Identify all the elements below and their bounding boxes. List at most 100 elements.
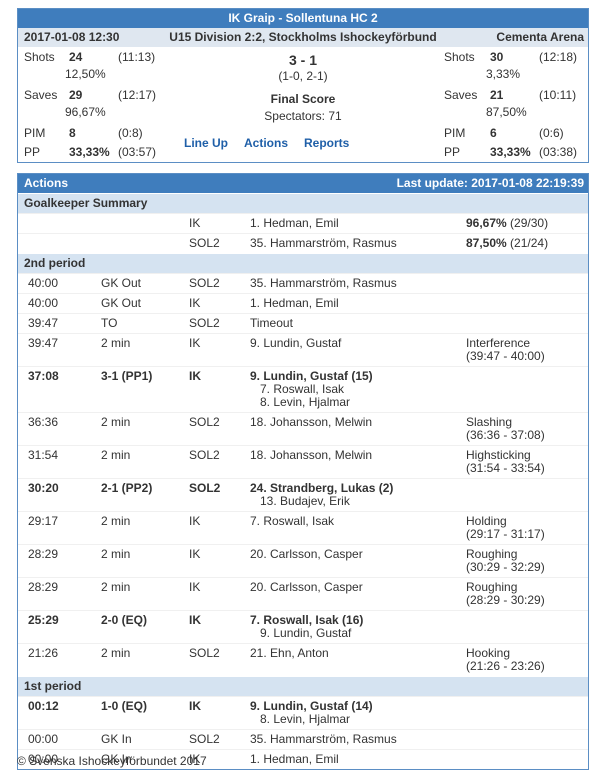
stat-value: 33,33% [490, 145, 531, 159]
stat-label: PIM [24, 126, 46, 140]
event-row: 36:36 2 min SOL2 18. Johansson, Melwin Slash… [18, 412, 588, 445]
event-row: 40:00 GK Out SOL2 35. Hammarström, Rasmus [18, 273, 588, 293]
player-cell: 20. Carlsson, Casper [250, 548, 466, 574]
section-title: 1st period [18, 676, 588, 696]
actions-header: Actions Last update: 2017-01-08 22:19:39 [18, 174, 588, 193]
note-cell [466, 700, 588, 726]
player-cell: 21. Ehn, Anton [250, 647, 466, 673]
event-row: 28:29 2 min IK 20. Carlsson, Casper Roughing… [18, 577, 588, 610]
time: 28:29 [28, 580, 59, 594]
player: 9. Lundin, Gustaf [250, 336, 342, 350]
goal-row: 37:08 3-1 (PP1) IK 9. Lundin, Gustaf (15) 7.… [18, 366, 588, 412]
periods: 2nd period 40:00 GK Out SOL2 35. Hammarström… [18, 253, 588, 769]
team: IK [189, 369, 201, 383]
stat-value: 8 [69, 126, 76, 140]
date: 2017-01-08 12:30 [24, 30, 120, 44]
event-row: 31:54 2 min SOL2 18. Johansson, Melwin Highs… [18, 445, 588, 478]
team: IK [189, 699, 201, 713]
assist: 8. Levin, Hjalmar [260, 395, 351, 409]
note-cell [466, 482, 588, 508]
stat-label: Saves [24, 88, 58, 102]
cell [28, 217, 101, 230]
team: IK [189, 514, 201, 528]
stat-value: 6 [490, 126, 497, 140]
link[interactable]: Actions [244, 136, 289, 150]
time: 28:29 [28, 547, 59, 561]
note-cell [466, 277, 588, 290]
note-cell [466, 614, 588, 640]
scorer: 7. Roswall, Isak (16) [250, 613, 364, 627]
player-cell: 9. Lundin, Gustaf (14) 8. Levin, Hjalmar [250, 700, 466, 726]
player: 21. Ehn, Anton [250, 646, 329, 660]
time: 39:47 [28, 316, 59, 330]
time: 40:00 [28, 296, 59, 310]
note-cell [466, 733, 588, 746]
event: 2 min [101, 336, 131, 350]
time: 00:12 [28, 699, 59, 713]
note-cell: Holding (29:17 - 31:17) [466, 515, 588, 541]
stat-label: Shots [24, 50, 55, 64]
team: SOL2 [189, 732, 220, 746]
note-cell: Interference (39:47 - 40:00) [466, 337, 588, 363]
league: U15 Division 2:2, Stockholms Ishockeyför… [169, 30, 437, 44]
team: IK [189, 336, 201, 350]
player: Timeout [250, 316, 293, 330]
team: SOL2 [189, 415, 220, 429]
player: 1. Hedman, Emil [250, 296, 339, 310]
note: Interference [466, 336, 531, 350]
player: 1. Hedman, Emil [250, 216, 339, 230]
player-cell: 35. Hammarström, Rasmus [250, 277, 466, 290]
event-row: 39:47 2 min IK 9. Lundin, Gustaf Interferenc… [18, 333, 588, 366]
player-cell: 9. Lundin, Gustaf [250, 337, 466, 363]
time: 36:36 [28, 415, 59, 429]
event: GK Out [101, 276, 142, 290]
section-title: 2nd period [18, 253, 588, 273]
note-cell [466, 370, 588, 409]
event: 2 min [101, 415, 131, 429]
player: 7. Roswall, Isak [250, 514, 335, 528]
time: 25:29 [28, 613, 59, 627]
cell [28, 237, 101, 250]
event: GK In [101, 752, 132, 766]
stat-value: 33,33% [69, 145, 110, 159]
time: 00:00 [28, 732, 59, 746]
team: SOL2 [189, 276, 220, 290]
stat-value: 30 [490, 50, 504, 64]
scorer: 9. Lundin, Gustaf (15) [250, 369, 373, 383]
note: Roughing [466, 580, 518, 594]
game-info: 2017-01-08 12:30 U15 Division 2:2, Stock… [18, 28, 588, 47]
team: SOL2 [189, 316, 220, 330]
scorer: 24. Strandberg, Lukas (2) [250, 481, 394, 495]
stat-value: 29 [69, 88, 83, 102]
team: IK [189, 613, 201, 627]
team: IK [189, 547, 201, 561]
last-update: Last update: 2017-01-08 22:19:39 [396, 176, 584, 190]
goal-row: 25:29 2-0 (EQ) IK 7. Roswall, Isak (16) 9. L… [18, 610, 588, 643]
player: 20. Carlsson, Casper [250, 580, 363, 594]
time: 29:17 [28, 514, 59, 528]
assist: 7. Roswall, Isak [260, 382, 345, 396]
event: TO [101, 316, 118, 330]
stat-time: (12:18) [539, 50, 578, 64]
goal-row: 30:20 2-1 (PP2) SOL2 24. Strandberg, Lukas … [18, 478, 588, 511]
time: 40:00 [28, 276, 59, 290]
saves: (29/30) [510, 216, 549, 230]
score: 3 - 1 [288, 52, 317, 68]
note: Hooking [466, 646, 511, 660]
stat-value: 21 [490, 88, 504, 102]
stat-time: (10:11) [539, 88, 577, 102]
player: 20. Carlsson, Casper [250, 547, 363, 561]
note: Roughing [466, 547, 518, 561]
event: 2 min [101, 646, 131, 660]
team: IK [189, 216, 201, 230]
note-cell: Roughing (28:29 - 30:29) [466, 581, 588, 607]
event: 2-0 (EQ) [101, 613, 148, 627]
stat-time: (11:13) [118, 50, 156, 64]
stat-label: PP [444, 145, 461, 159]
event: 2-1 (PP2) [101, 481, 153, 495]
stat-percent: 96,67% [65, 105, 106, 119]
link[interactable]: Line Up [184, 136, 228, 150]
link[interactable]: Reports [304, 136, 350, 150]
save-stats: 96,67% (29/30) [466, 217, 588, 230]
player-cell: 20. Carlsson, Casper [250, 581, 466, 607]
